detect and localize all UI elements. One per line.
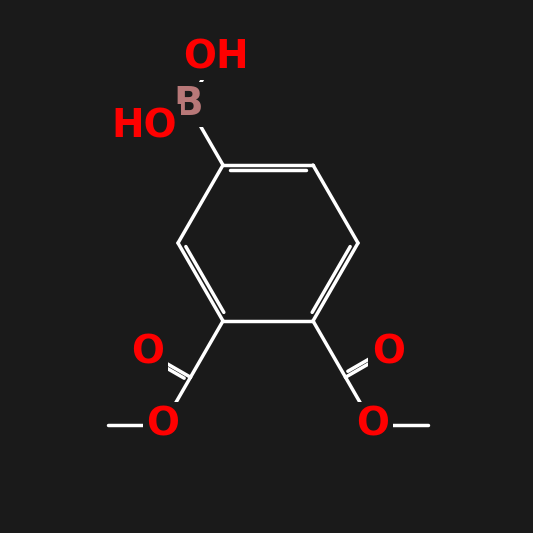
- Text: HO: HO: [111, 108, 177, 146]
- Text: O: O: [147, 406, 180, 444]
- Text: O: O: [373, 333, 405, 371]
- Text: B: B: [173, 85, 203, 124]
- Text: OH: OH: [183, 38, 248, 76]
- Text: O: O: [357, 406, 390, 444]
- Text: O: O: [131, 333, 164, 371]
